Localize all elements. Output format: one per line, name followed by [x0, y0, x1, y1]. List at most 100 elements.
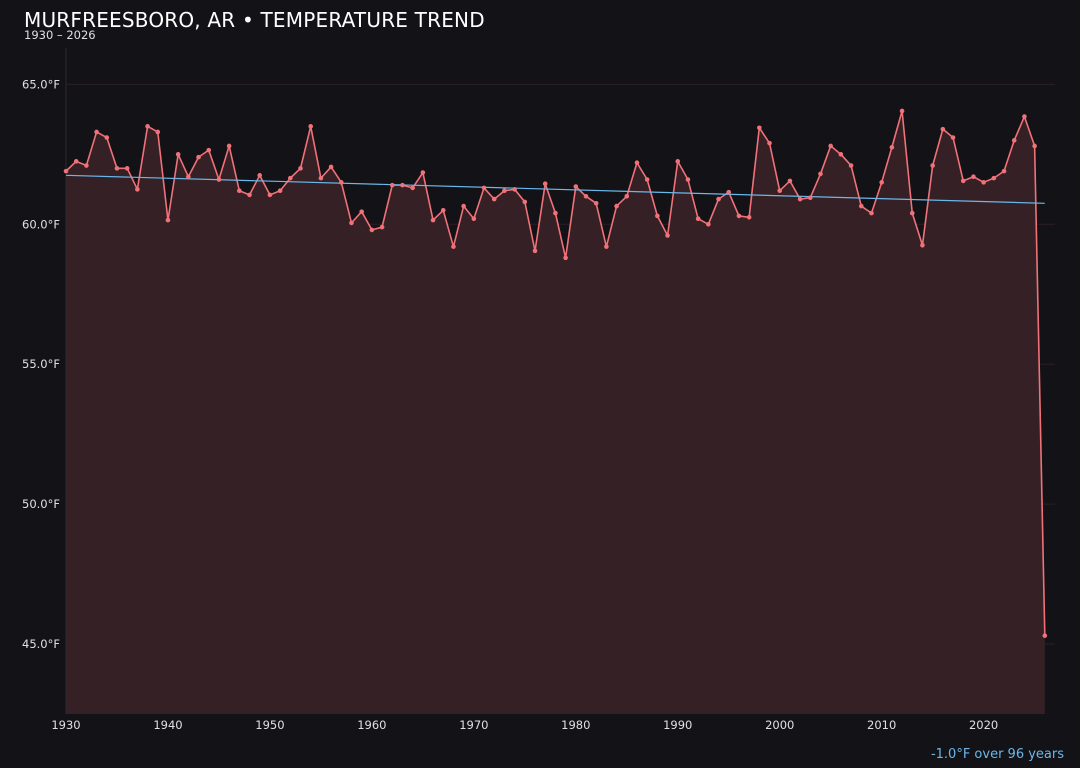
data-point-2005 — [828, 143, 833, 149]
data-point-1994 — [716, 196, 721, 202]
y-tick-label: 45.0°F — [22, 637, 60, 651]
data-point-1951 — [277, 188, 283, 194]
data-point-1932 — [84, 163, 89, 168]
data-point-2015 — [930, 163, 935, 168]
data-point-2010 — [879, 180, 884, 185]
data-point-1991 — [685, 177, 691, 182]
data-point-1988 — [655, 213, 660, 219]
data-point-1950 — [267, 192, 273, 198]
data-point-1996 — [736, 213, 742, 219]
data-point-1993 — [706, 221, 711, 227]
data-point-2004 — [818, 171, 823, 177]
y-tick-label: 65.0°F — [22, 77, 60, 91]
data-point-1982 — [593, 201, 599, 206]
x-tick-label: 1960 — [357, 718, 386, 732]
data-point-2018 — [960, 178, 966, 184]
data-point-1939 — [155, 129, 161, 135]
data-point-1931 — [73, 159, 79, 164]
data-point-1976 — [532, 248, 538, 254]
data-point-1992 — [695, 216, 701, 221]
data-point-1964 — [410, 185, 415, 191]
data-point-1943 — [196, 154, 201, 160]
data-point-2020 — [981, 180, 986, 185]
data-point-1989 — [665, 233, 670, 238]
data-point-1977 — [542, 181, 548, 187]
data-point-1963 — [400, 182, 405, 188]
data-point-1945 — [216, 177, 222, 182]
data-point-2009 — [869, 210, 874, 216]
y-tick-label: 50.0°F — [22, 497, 60, 511]
data-point-1938 — [145, 124, 150, 129]
chart-subtitle: 1930 – 2026 — [24, 28, 96, 42]
data-point-1985 — [624, 194, 630, 199]
x-tick-label: 2020 — [969, 718, 998, 732]
y-tick-label: 60.0°F — [22, 217, 60, 231]
data-point-2024 — [1022, 114, 1027, 119]
data-point-2023 — [1011, 138, 1017, 143]
data-point-2003 — [807, 195, 813, 201]
data-point-2025 — [1032, 143, 1037, 149]
data-point-1934 — [104, 135, 110, 140]
data-point-1966 — [430, 217, 436, 223]
data-point-1961 — [379, 224, 385, 230]
data-point-1937 — [135, 187, 140, 192]
data-point-2006 — [838, 152, 844, 157]
data-point-1936 — [124, 166, 130, 171]
data-point-1962 — [389, 182, 395, 188]
data-point-1942 — [186, 174, 191, 180]
data-point-1957 — [338, 180, 344, 185]
x-tick-label: 1970 — [459, 718, 488, 732]
data-point-1959 — [359, 209, 364, 215]
data-point-2021 — [991, 175, 997, 181]
data-point-2019 — [971, 174, 976, 180]
data-point-2013 — [909, 210, 915, 216]
data-points — [63, 108, 1048, 638]
data-point-1930 — [63, 168, 69, 174]
data-point-1949 — [257, 173, 263, 178]
data-point-1973 — [502, 188, 507, 194]
data-point-1971 — [481, 185, 487, 191]
data-point-2002 — [797, 196, 803, 202]
data-point-1990 — [675, 159, 681, 164]
data-point-1974 — [512, 187, 517, 192]
data-point-1997 — [746, 214, 752, 220]
data-point-2022 — [1001, 168, 1007, 174]
x-tick-labels: 1930 1940 1950 1960 1970 1980 1990 2000 2010 2020 — [51, 718, 998, 732]
data-point-1960 — [369, 227, 375, 233]
data-point-1968 — [451, 244, 456, 249]
data-point-1935 — [114, 166, 120, 171]
x-tick-label: 2000 — [765, 718, 794, 732]
data-point-1956 — [328, 164, 334, 170]
data-point-1995 — [726, 189, 732, 195]
data-point-1954 — [308, 124, 314, 129]
x-tick-label: 1980 — [561, 718, 590, 732]
data-point-1946 — [226, 143, 232, 149]
data-point-1975 — [522, 199, 528, 205]
data-point-2012 — [899, 108, 905, 114]
data-point-1947 — [237, 188, 242, 194]
data-point-1980 — [573, 184, 579, 189]
y-tick-label: 55.0°F — [22, 357, 60, 371]
x-tick-label: 1940 — [153, 718, 182, 732]
data-point-1952 — [288, 175, 293, 181]
trend-annotation: -1.0°F over 96 years — [930, 747, 1064, 762]
data-point-2008 — [858, 203, 864, 209]
data-point-1983 — [604, 244, 609, 249]
x-tick-label: 2010 — [867, 718, 896, 732]
data-point-1933 — [94, 129, 99, 135]
data-point-1987 — [644, 177, 650, 182]
data-point-2011 — [889, 145, 895, 150]
data-point-1941 — [175, 152, 181, 157]
data-point-1958 — [349, 220, 354, 226]
data-point-1970 — [471, 216, 477, 221]
data-point-2001 — [787, 178, 793, 184]
data-point-2007 — [848, 163, 854, 168]
data-point-1965 — [420, 170, 426, 175]
data-point-1944 — [206, 147, 212, 153]
data-point-2000 — [777, 188, 783, 194]
data-point-1978 — [553, 210, 558, 216]
chart-title: MURFREESBORO, AR • TEMPERATURE TREND — [24, 8, 485, 32]
area-fill — [66, 110, 1045, 715]
data-point-2016 — [940, 126, 946, 132]
data-point-1953 — [298, 166, 303, 171]
